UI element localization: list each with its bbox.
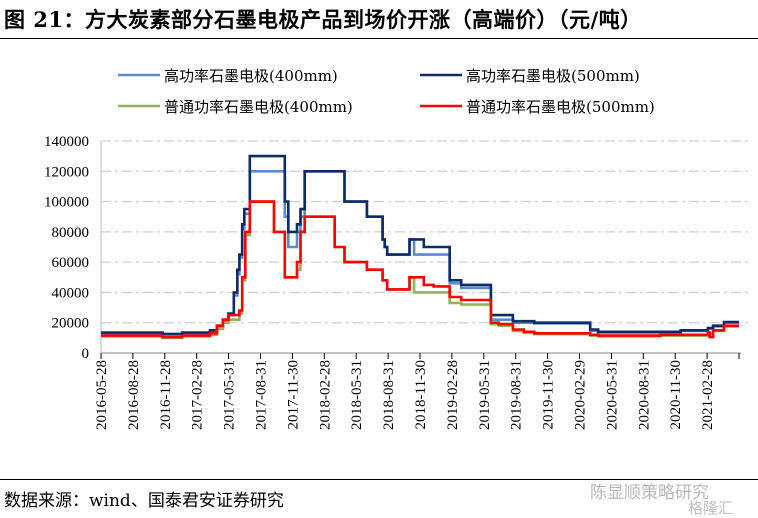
x-tick-label: 2017-02-28: [190, 360, 206, 430]
source-divider: [0, 479, 758, 480]
x-tick-label: 2018-05-31: [349, 360, 365, 430]
y-tick-label: 140000: [44, 134, 89, 150]
x-tick-label: 2020-05-31: [604, 360, 620, 430]
data-source: 数据来源：wind、国泰君安证券研究: [4, 491, 284, 511]
x-tick-label: 2019-08-31: [509, 360, 525, 430]
y-tick-label: 120000: [44, 164, 89, 180]
x-tick-label: 2016-11-28: [158, 360, 174, 429]
legend-label: 高功率石墨电极(500mm): [466, 67, 640, 85]
x-tick-label: 2017-05-31: [222, 360, 238, 430]
x-tick-label: 2017-11-30: [285, 360, 301, 429]
y-tick-label: 0: [82, 346, 90, 362]
watermark-logo: 格隆汇: [688, 499, 734, 517]
x-tick-label: 2019-05-31: [477, 360, 493, 430]
x-tick-label: 2017-08-31: [254, 360, 270, 430]
x-tick-label: 2021-02-28: [700, 360, 716, 430]
legend-label: 普通功率石墨电极(400mm): [164, 98, 353, 116]
x-tick-label: 2020-08-31: [636, 360, 652, 430]
x-tick-label: 2018-08-31: [381, 360, 397, 430]
x-tick-label: 2018-11-30: [413, 360, 429, 429]
series-line-4: [101, 200, 739, 339]
y-tick-label: 80000: [52, 225, 90, 241]
watermark: 陈显顺策略研究: [590, 483, 709, 503]
y-tick-label: 60000: [52, 255, 90, 271]
y-tick-label: 40000: [52, 285, 90, 301]
series-line-2: [101, 154, 739, 336]
series-line-3: [101, 200, 739, 340]
legend-label: 高功率石墨电极(400mm): [164, 67, 338, 85]
x-tick-label: 2018-02-28: [317, 360, 333, 430]
y-tick-label: 100000: [44, 195, 89, 211]
title-divider: [0, 38, 758, 39]
y-tick-label: 20000: [52, 316, 90, 332]
x-tick-label: 2019-02-28: [445, 360, 461, 430]
legend-label: 普通功率石墨电极(500mm): [466, 98, 655, 116]
figure-title: 图 21：方大炭素部分石墨电极产品到场价开涨（高端价）（元/吨）: [4, 7, 642, 32]
x-tick-label: 2020-11-30: [668, 360, 684, 429]
x-tick-label: 2019-11-30: [541, 360, 557, 429]
x-tick-label: 2016-08-28: [126, 360, 142, 430]
x-tick-label: 2020-02-29: [573, 360, 589, 430]
x-tick-label: 2016-05-28: [94, 360, 110, 430]
series-line-1: [101, 170, 739, 336]
